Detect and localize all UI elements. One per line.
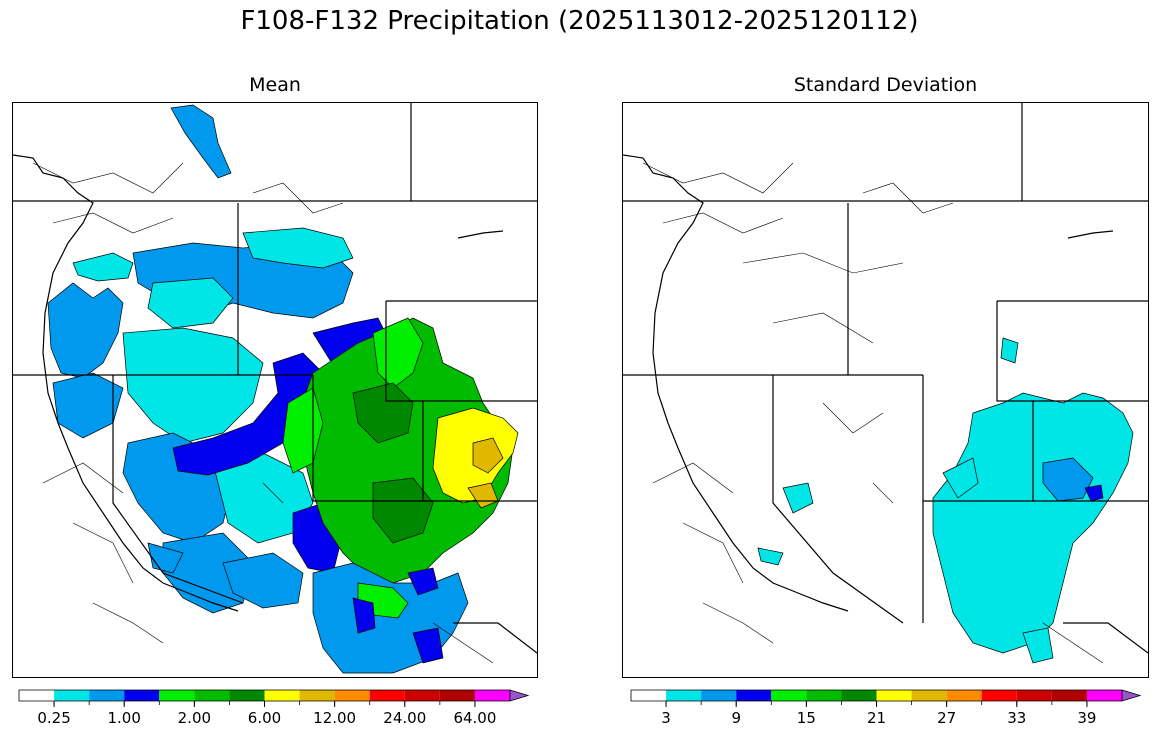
mean-colorbar-segment [299,690,335,701]
mean-map [12,102,538,678]
mean-colorbar-tick-label: 64.00 [453,709,496,727]
mean-colorbar: 0.25 1.00 2.00 6.00 12.00 24.00 64.00 [18,688,530,728]
sd-map [622,102,1149,678]
mean-basin-fills [47,104,519,674]
sd-colorbar-tick-label: 39 [1077,709,1096,727]
sd-map-svg [623,103,1148,664]
sd-colorbar-segment [946,690,982,701]
mean-colorbar-tick-label: 0.25 [37,709,70,727]
mean-map-svg [13,103,537,674]
sd-colorbar-segment [806,690,842,701]
mean-colorbar-segment [19,690,55,701]
sd-colorbar-extend-arrow [1121,689,1142,702]
mean-colorbar-segment [264,690,300,701]
mean-colorbar-segment [439,690,475,701]
sd-colorbar-segment [666,690,702,701]
sd-colorbar-segment [876,690,912,701]
sd-colorbar-tick-label: 9 [731,709,741,727]
mean-colorbar-segment [159,690,195,701]
sd-colorbar-segment [1051,690,1087,701]
mean-coastline [13,154,504,612]
sd-colorbar-tick-label: 21 [867,709,886,727]
mean-colorbar-segment [194,690,230,701]
sd-colorbar-segment [911,690,947,701]
mean-colorbar-segment [229,690,265,701]
mean-colorbar-segment [124,690,160,701]
sd-colorbar-segment [736,690,772,701]
mean-colorbar-tick-label: 6.00 [248,709,281,727]
sd-colorbar-tick-label: 15 [797,709,816,727]
mean-colorbar-segment [89,690,125,701]
sd-colorbar-segment [631,690,667,701]
mean-panel-title: Mean [249,74,301,96]
sd-panel-title: Standard Deviation [793,74,978,96]
mean-colorbar-segment [474,690,510,701]
sd-basin-fills [757,337,1134,664]
mean-colorbar-extend-arrow [509,689,530,702]
sd-colorbar: 3 9 15 21 27 33 39 [630,688,1142,728]
mean-basin-outlines [32,162,494,664]
figure-title: F108-F132 Precipitation (2025113012-2025… [240,6,919,36]
sd-colorbar-segment [841,690,877,701]
mean-colorbar-tick-label: 1.00 [108,709,141,727]
sd-state-borders [623,103,1148,654]
sd-coastline [623,154,1114,612]
mean-colorbar-segment [404,690,440,701]
mean-colorbar-segment [54,690,90,701]
sd-colorbar-tick-label: 33 [1007,709,1026,727]
mean-state-borders [13,103,537,654]
sd-colorbar-tick-label: 27 [937,709,956,727]
mean-colorbar-tick-label: 2.00 [178,709,211,727]
sd-colorbar-segment [981,690,1017,701]
mean-colorbar-tick-label: 24.00 [383,709,426,727]
mean-colorbar-svg: 0.25 1.00 2.00 6.00 12.00 24.00 64.00 [18,689,530,727]
sd-colorbar-segment [1086,690,1122,701]
sd-colorbar-segment [1016,690,1052,701]
mean-colorbar-tick-label: 12.00 [313,709,356,727]
mean-colorbar-segment [369,690,405,701]
sd-colorbar-svg: 3 9 15 21 27 33 39 [630,689,1142,727]
sd-colorbar-tick-label: 3 [661,709,671,727]
sd-colorbar-segment [701,690,737,701]
sd-colorbar-segment [771,690,807,701]
sd-basin-outlines [642,162,1104,664]
mean-colorbar-segment [334,690,370,701]
